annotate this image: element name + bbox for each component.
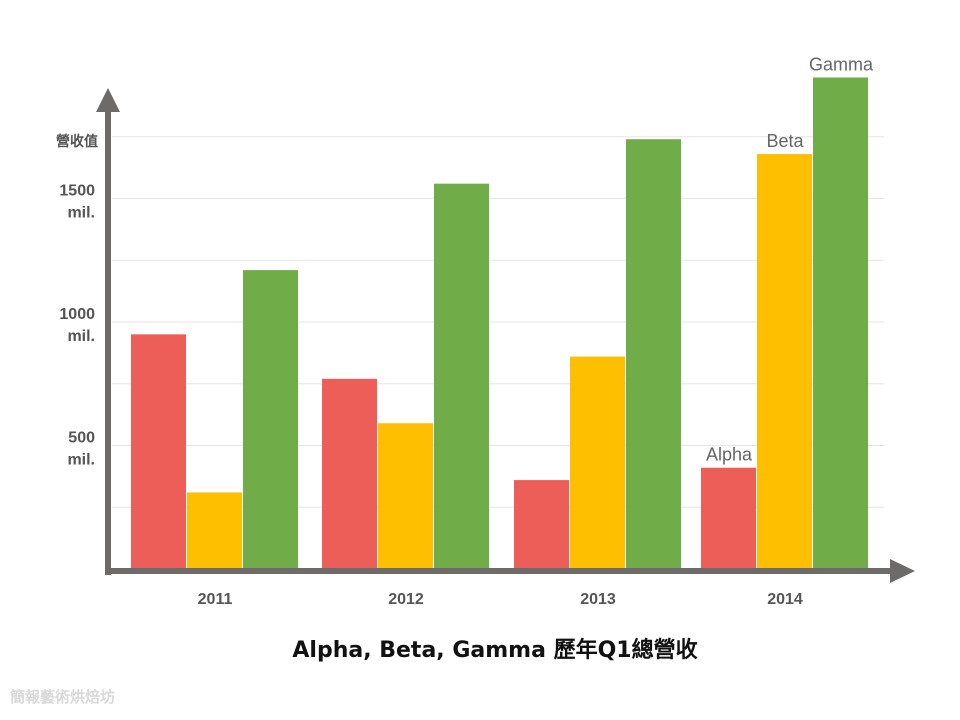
y-tick-label: 1000 mil. [59, 306, 95, 345]
series-label-alpha: Alpha [706, 445, 753, 465]
bar-beta-2011 [187, 492, 242, 569]
bar-beta-2014 [757, 154, 812, 570]
x-tick-label: 2014 [767, 591, 803, 608]
x-tick-labels: 2011 2012 2013 2014 [198, 591, 803, 608]
bar-beta-2012 [378, 423, 433, 569]
y-tick-label: 500 mil. [67, 430, 95, 469]
series-labels: Alpha Beta Gamma [706, 54, 874, 464]
x-tick-label: 2012 [388, 591, 424, 608]
watermark: 簡報藝術烘焙坊 [10, 688, 116, 706]
bar-gamma-2011 [243, 270, 298, 569]
series-label-beta: Beta [766, 131, 804, 151]
y-axis-arrow [96, 88, 120, 112]
x-tick-label: 2013 [580, 591, 616, 608]
y-tick-label: 1500 mil. [59, 183, 95, 222]
bar-beta-2013 [570, 356, 625, 569]
bars [131, 77, 868, 570]
bar-gamma-2014 [813, 77, 868, 569]
series-label-gamma: Gamma [809, 54, 874, 74]
axes [96, 88, 915, 583]
y-tick-labels: 500 mil. 1000 mil. 1500 mil. [59, 183, 95, 469]
bar-alpha-2014 [701, 467, 756, 569]
y-axis-label: 營收值 [56, 133, 98, 150]
bar-gamma-2013 [626, 139, 681, 569]
x-axis-arrow [890, 559, 915, 583]
gridlines [112, 136, 884, 508]
bar-gamma-2012 [434, 183, 489, 569]
bar-alpha-2011 [131, 334, 186, 569]
x-tick-label: 2011 [198, 591, 233, 608]
bar-alpha-2013 [514, 480, 569, 569]
chart-title: Alpha, Beta, Gamma 歷年Q1總營收 [292, 638, 698, 663]
bar-alpha-2012 [322, 378, 377, 569]
